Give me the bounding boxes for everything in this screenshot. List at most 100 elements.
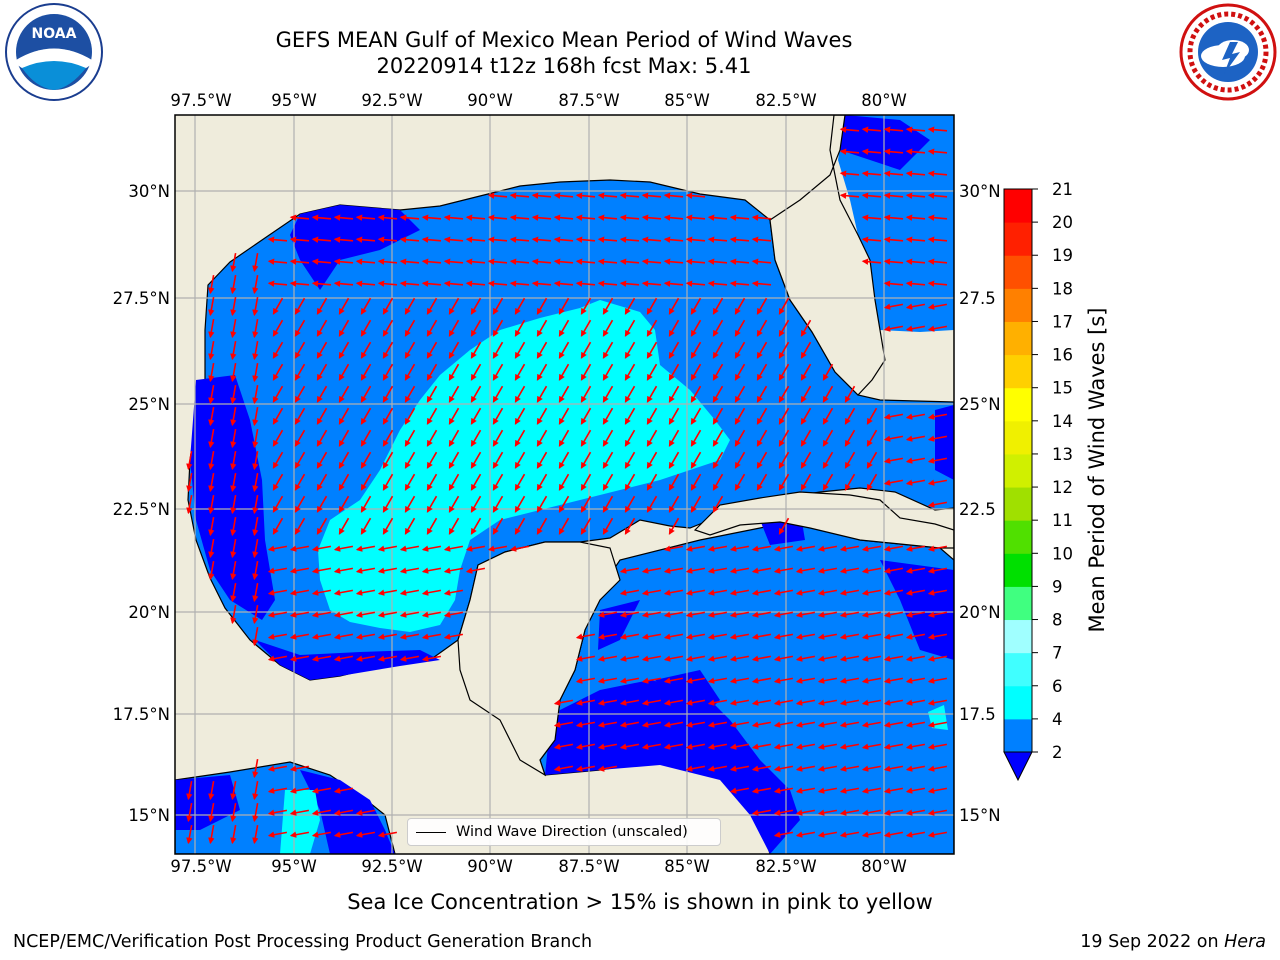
wind-wave-arrow: [729, 567, 750, 574]
wind-wave-arrow: [795, 699, 816, 706]
wind-wave-arrow: [641, 721, 662, 728]
wind-wave-arrow: [883, 787, 904, 794]
wind-wave-arrow: [597, 192, 618, 199]
wind-wave-arrow: [685, 611, 706, 618]
wind-wave-arrow: [690, 451, 702, 469]
wind-wave-arrow: [800, 429, 812, 447]
wind-wave-arrow: [404, 473, 416, 491]
wind-wave-arrow: [756, 297, 768, 315]
wind-wave-arrow: [404, 297, 416, 315]
wind-wave-arrow: [443, 567, 464, 574]
wind-wave-arrow: [927, 236, 948, 243]
footer-host: Hera: [1224, 932, 1266, 952]
wind-wave-arrow: [800, 363, 812, 381]
wind-wave-arrow: [289, 545, 310, 552]
wind-wave-arrow: [712, 429, 724, 447]
wind-wave-arrow: [382, 297, 394, 315]
wind-wave-arrow: [619, 236, 640, 243]
wind-wave-arrow: [443, 545, 464, 552]
wind-wave-arrow: [905, 743, 926, 750]
wind-wave-arrow: [839, 831, 860, 838]
wind-wave-arrow: [839, 545, 860, 552]
plot-subtitle: 20220914 t12z 168h fcst Max: 5.41: [376, 54, 752, 78]
wind-wave-arrow: [289, 655, 310, 662]
wind-wave-arrow: [756, 407, 768, 425]
wind-wave-arrow: [905, 170, 926, 177]
colorbar-tick-label: 6: [1052, 677, 1063, 696]
longitude-tick-label: 92.5°W: [361, 91, 422, 110]
wind-wave-arrow: [360, 429, 372, 447]
wind-wave-arrow: [822, 385, 834, 403]
wind-wave-arrow: [252, 824, 259, 845]
wind-wave-arrow: [382, 517, 394, 535]
wind-wave-arrow: [817, 743, 838, 750]
wind-wave-arrow: [597, 765, 618, 772]
wind-wave-arrow: [294, 407, 306, 425]
wind-wave-arrow: [208, 274, 215, 295]
wind-wave-arrow: [839, 699, 860, 706]
wind-wave-arrow: [905, 655, 926, 662]
wind-wave-arrow: [646, 429, 658, 447]
wind-wave-arrow: [619, 280, 640, 287]
wind-wave-arrow: [443, 611, 464, 618]
wind-wave-arrow: [905, 765, 926, 772]
colorbar-tick-label: 15: [1052, 379, 1073, 398]
wind-wave-arrow: [729, 214, 750, 221]
wind-wave-arrow: [734, 429, 746, 447]
wind-wave-arrow: [597, 655, 618, 662]
wind-wave-arrow: [536, 473, 548, 491]
wind-wave-arrow: [558, 473, 570, 491]
wind-wave-arrow: [641, 567, 662, 574]
wind-wave-arrow: [426, 341, 438, 359]
wind-wave-arrow: [861, 236, 882, 243]
wind-wave-arrow: [905, 831, 926, 838]
wind-wave-arrow: [252, 560, 259, 581]
wind-wave-arrow: [844, 429, 856, 447]
wind-wave-arrow: [839, 633, 860, 640]
wind-wave-arrow: [230, 824, 237, 845]
wind-wave-arrow: [252, 318, 259, 339]
wind-wave-arrow: [795, 611, 816, 618]
wind-wave-arrow: [861, 148, 882, 155]
wind-wave-arrow: [883, 545, 904, 552]
wind-wave-arrow: [404, 517, 416, 535]
wind-wave-arrow: [536, 451, 548, 469]
wind-wave-arrow: [448, 495, 460, 513]
long-period-zone: [318, 300, 730, 632]
colorbar-tick-label: 11: [1052, 511, 1073, 530]
wind-wave-arrow: [773, 743, 794, 750]
wind-wave-arrow: [272, 385, 284, 403]
wind-wave-arrow: [707, 699, 728, 706]
wind-wave-arrow: [267, 633, 288, 640]
left-latitude-labels: 30°N 27.5°N 25°N 22.5°N 20°N 17.5°N 15°N: [113, 182, 170, 825]
wind-wave-arrow: [668, 429, 680, 447]
colorbar-tick-label: 12: [1052, 478, 1073, 497]
wind-wave-arrow: [707, 589, 728, 596]
wind-wave-arrow: [333, 589, 354, 596]
wind-wave-arrow: [597, 611, 618, 618]
wind-wave-arrow: [729, 633, 750, 640]
wind-wave-arrow: [443, 280, 464, 287]
wind-wave-arrow: [426, 363, 438, 381]
wind-wave-arrow: [861, 258, 882, 265]
wind-wave-arrow: [624, 407, 636, 425]
wind-wave-arrow: [272, 297, 284, 315]
colorbar-segment: [1004, 553, 1032, 587]
wind-wave-arrow: [558, 341, 570, 359]
wind-wave-arrow: [208, 318, 215, 339]
wind-wave-arrow: [492, 473, 504, 491]
wind-wave-arrow: [646, 319, 658, 337]
wind-wave-arrow: [690, 319, 702, 337]
wind-wave-arrow: [641, 589, 662, 596]
wind-wave-arrow: [751, 633, 772, 640]
wind-wave-arrow: [641, 258, 662, 265]
wind-wave-arrow: [311, 655, 332, 662]
wind-wave-arrow: [905, 677, 926, 684]
wind-wave-arrow: [448, 341, 460, 359]
wind-wave-arrow: [751, 280, 772, 287]
wind-wave-arrow: [773, 721, 794, 728]
colorbar-tick-label: 14: [1052, 412, 1073, 431]
wind-wave-arrow: [208, 780, 215, 801]
wind-wave-arrow: [399, 567, 420, 574]
colorbar-tick-label: 18: [1052, 279, 1073, 298]
